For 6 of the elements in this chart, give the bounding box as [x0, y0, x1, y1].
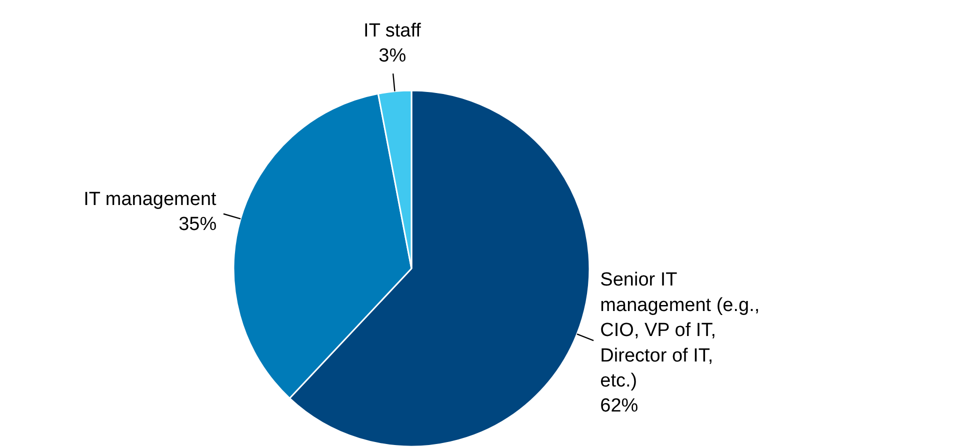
slice-label: IT management — [84, 188, 218, 210]
data-label: 3% — [378, 45, 406, 66]
slice-label: IT staff — [364, 20, 422, 42]
data-label: 35% — [178, 214, 217, 235]
slice-label: Senior IT management (e.g., CIO, VP of IT, Director of IT, etc.) — [600, 270, 760, 392]
data-label: 62% — [600, 396, 638, 417]
